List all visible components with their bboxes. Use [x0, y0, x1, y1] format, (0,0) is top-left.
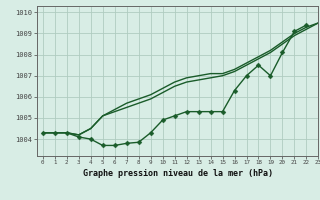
X-axis label: Graphe pression niveau de la mer (hPa): Graphe pression niveau de la mer (hPa) [83, 169, 273, 178]
